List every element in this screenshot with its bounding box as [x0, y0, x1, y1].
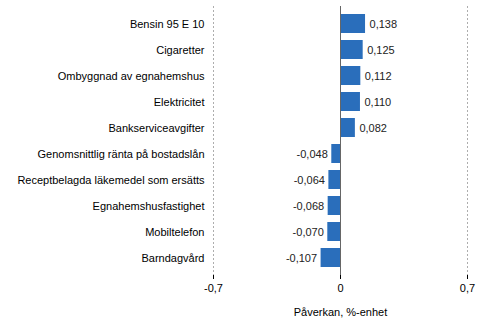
svg-text:Receptbelagda läkemedel som er: Receptbelagda läkemedel som ersätts [17, 174, 205, 186]
svg-text:0,7: 0,7 [460, 282, 475, 294]
svg-text:-0,070: -0,070 [293, 226, 324, 238]
svg-text:Genomsnittlig ränta på bostads: Genomsnittlig ränta på bostadslån [38, 148, 205, 160]
svg-text:Bensin 95 E 10: Bensin 95 E 10 [130, 18, 205, 30]
svg-text:Mobiltelefon: Mobiltelefon [145, 226, 204, 238]
svg-text:Barndagvård: Barndagvård [142, 252, 205, 264]
svg-text:Ombyggnad av egnahemshus: Ombyggnad av egnahemshus [58, 70, 205, 82]
svg-text:Elektricitet: Elektricitet [154, 96, 205, 108]
svg-text:-0,7: -0,7 [204, 282, 223, 294]
svg-text:Egnahemshusfastighet: Egnahemshusfastighet [93, 200, 205, 212]
svg-text:0,125: 0,125 [367, 44, 395, 56]
svg-text:0,082: 0,082 [359, 122, 387, 134]
svg-text:Bankserviceavgifter: Bankserviceavgifter [109, 122, 205, 134]
svg-text:Påverkan, %-enhet: Påverkan, %-enhet [294, 306, 388, 318]
svg-text:0,110: 0,110 [364, 96, 391, 108]
svg-text:-0,107: -0,107 [286, 252, 317, 264]
svg-text:-0,064: -0,064 [294, 174, 325, 186]
svg-text:0,138: 0,138 [370, 18, 398, 30]
svg-text:-0,048: -0,048 [297, 148, 328, 160]
svg-text:0: 0 [337, 282, 343, 294]
svg-text:-0,068: -0,068 [293, 200, 324, 212]
svg-text:0,112: 0,112 [365, 70, 392, 82]
svg-text:Cigaretter: Cigaretter [156, 44, 205, 56]
